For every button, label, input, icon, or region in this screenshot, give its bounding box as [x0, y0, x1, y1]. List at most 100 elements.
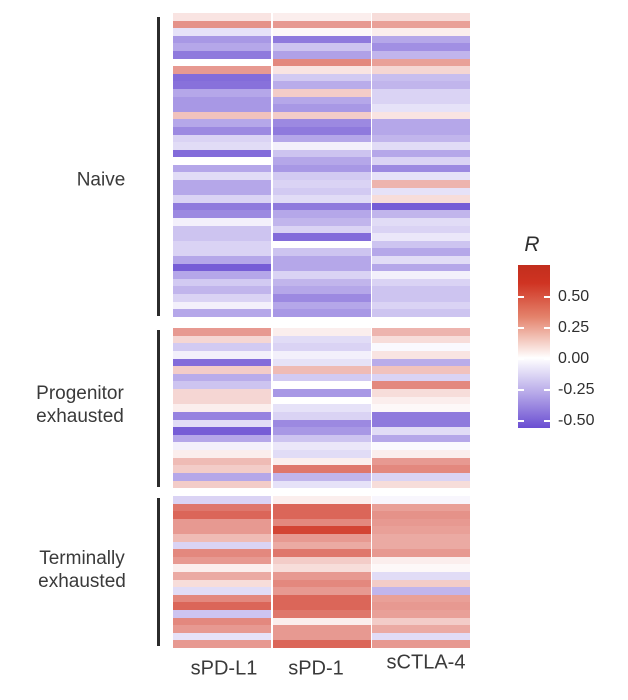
- heatmap-cell-sPD-1: [272, 187, 371, 196]
- heatmap-row: [173, 28, 470, 36]
- heatmap-cell-sPD-L1: [173, 164, 271, 173]
- heatmap-cell-sCTLA-4: [372, 134, 470, 143]
- heatmap-cell-sPD-1: [272, 88, 371, 97]
- heatmap-cell-sCTLA-4: [372, 411, 470, 420]
- heatmap-row: [173, 343, 470, 351]
- heatmap-cell-sPD-1: [272, 640, 371, 648]
- heatmap-cell-sPD-L1: [173, 335, 271, 344]
- heatmap-cell-sPD-L1: [173, 210, 271, 219]
- heatmap-cell-sCTLA-4: [372, 609, 470, 618]
- heatmap-cell-sCTLA-4: [372, 518, 470, 527]
- heatmap-cell-sPD-L1: [173, 149, 271, 158]
- heatmap-cell-sPD-1: [272, 434, 371, 443]
- heatmap-cell-sPD-1: [272, 381, 371, 389]
- heatmap-cell-sCTLA-4: [372, 335, 470, 344]
- heatmap-cell-sPD-L1: [173, 111, 271, 120]
- heatmap-cell-sPD-L1: [173, 350, 271, 359]
- heatmap-cell-sPD-1: [272, 28, 371, 36]
- heatmap-cell-sPD-1: [272, 256, 371, 264]
- heatmap-cell-sPD-1: [272, 157, 371, 165]
- heatmap-cell-sPD-1: [272, 309, 371, 317]
- heatmap-cell-sPD-1: [272, 389, 371, 397]
- heatmap-cell-sCTLA-4: [372, 187, 470, 196]
- heatmap-cell-sPD-L1: [173, 617, 271, 626]
- heatmap-cell-sCTLA-4: [372, 434, 470, 443]
- heatmap-cell-sPD-L1: [173, 256, 271, 264]
- heatmap-cell-sCTLA-4: [372, 43, 470, 51]
- heatmap-cell-sCTLA-4: [372, 240, 470, 249]
- heatmap-cell-sPD-1: [272, 526, 371, 534]
- heatmap-cell-sPD-L1: [173, 381, 271, 389]
- heatmap-cell-sCTLA-4: [372, 309, 470, 317]
- heatmap-cell-sCTLA-4: [372, 210, 470, 219]
- heatmap-cell-sCTLA-4: [372, 263, 470, 272]
- heatmap-cell-sPD-L1: [173, 343, 271, 351]
- group-label-progenitor-exhausted: Progenitor exhausted: [36, 382, 124, 428]
- heatmap-row: [173, 617, 470, 626]
- heatmap-row: [173, 111, 470, 120]
- heatmap-cell-sPD-1: [272, 126, 371, 135]
- heatmap-cell-sCTLA-4: [372, 526, 470, 534]
- legend-tick-mark: [544, 389, 550, 391]
- heatmap-cell-sPD-1: [272, 35, 371, 44]
- heatmap-row: [173, 20, 470, 29]
- heatmap-cell-sCTLA-4: [372, 373, 470, 382]
- group-label-naive: Naive: [77, 169, 126, 192]
- heatmap-row: [173, 533, 470, 542]
- heatmap-cell-sCTLA-4: [372, 35, 470, 44]
- heatmap-cell-sPD-1: [272, 240, 371, 249]
- heatmap-cell-sPD-L1: [173, 549, 271, 557]
- heatmap-row: [173, 450, 470, 458]
- heatmap-cell-sPD-L1: [173, 172, 271, 181]
- heatmap-cell-sPD-L1: [173, 472, 271, 481]
- legend-tick-label: -0.50: [558, 412, 595, 429]
- heatmap-row: [173, 164, 470, 173]
- heatmap-cell-sPD-L1: [173, 625, 271, 633]
- group-label-line: Naive: [76, 169, 126, 191]
- heatmap-row: [173, 526, 470, 534]
- heatmap-cell-sPD-L1: [173, 541, 271, 550]
- heatmap-cell-sPD-L1: [173, 511, 271, 519]
- heatmap-row: [173, 58, 470, 67]
- heatmap-cell-sPD-1: [272, 301, 371, 310]
- heatmap-row: [173, 564, 470, 572]
- legend-tick-mark: [544, 420, 550, 422]
- heatmap-row: [173, 50, 470, 59]
- heatmap-cell-sPD-1: [272, 541, 371, 550]
- heatmap-cell-sPD-1: [272, 263, 371, 272]
- heatmap-cell-sPD-1: [272, 404, 371, 412]
- heatmap-cell-sCTLA-4: [372, 180, 470, 188]
- heatmap-row: [173, 350, 470, 359]
- column-label-spd-l1: sPD-L1: [190, 657, 258, 680]
- heatmap-cell-sCTLA-4: [372, 556, 470, 565]
- heatmap-row: [173, 404, 470, 412]
- heatmap-row: [173, 66, 470, 74]
- heatmap-cell-sPD-1: [272, 13, 371, 21]
- heatmap-cell-sPD-L1: [173, 126, 271, 135]
- heatmap-cell-sPD-L1: [173, 526, 271, 534]
- heatmap-row: [173, 240, 470, 249]
- heatmap-cell-sPD-L1: [173, 225, 271, 234]
- heatmap-cell-sPD-1: [272, 496, 371, 504]
- heatmap-cell-sCTLA-4: [372, 587, 470, 595]
- heatmap-cell-sPD-1: [272, 104, 371, 112]
- heatmap-cell-sCTLA-4: [372, 218, 470, 226]
- heatmap-cell-sPD-L1: [173, 587, 271, 595]
- heatmap-cell-sPD-L1: [173, 609, 271, 618]
- heatmap-cell-sCTLA-4: [372, 172, 470, 181]
- heatmap-cell-sPD-L1: [173, 411, 271, 420]
- heatmap-cell-sPD-L1: [173, 579, 271, 588]
- heatmap-row: [173, 396, 470, 405]
- heatmap-cell-sCTLA-4: [372, 602, 470, 610]
- heatmap-row: [173, 549, 470, 557]
- heatmap-cell-sPD-1: [272, 373, 371, 382]
- heatmap-row: [173, 126, 470, 135]
- heatmap-cell-sPD-1: [272, 366, 371, 374]
- heatmap-cell-sCTLA-4: [372, 58, 470, 67]
- heatmap-cell-sPD-L1: [173, 286, 271, 294]
- heatmap-cell-sCTLA-4: [372, 564, 470, 572]
- heatmap-cell-sPD-L1: [173, 81, 271, 89]
- heatmap-cell-sPD-1: [272, 419, 371, 428]
- heatmap-cell-sPD-L1: [173, 373, 271, 382]
- legend-tick-mark: [544, 327, 550, 329]
